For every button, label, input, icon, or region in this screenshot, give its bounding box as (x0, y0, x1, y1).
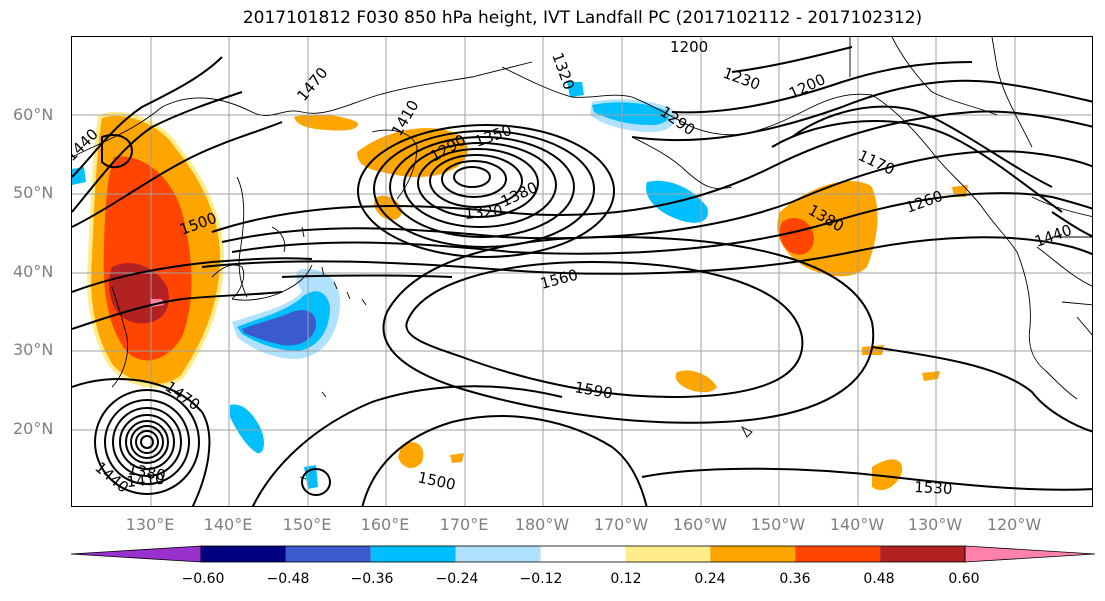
colorbar-swatch (795, 546, 881, 562)
shade-hawaii-orange (675, 370, 717, 393)
shade-west-cyan (72, 167, 86, 185)
map-title: 2017101812 F030 850 hPa height, IVT Land… (242, 8, 923, 28)
shade-asia-yellow-rim (87, 111, 225, 388)
lat-label-50n: 50°N (13, 183, 54, 202)
ivt-shading (72, 82, 968, 491)
colorbar-tick-label: −0.24 (435, 571, 479, 587)
lon-label-130w: 130°W (907, 515, 963, 534)
contour-label: 1290 (657, 103, 699, 140)
shade-small-orange4 (922, 371, 940, 381)
contour-label: 1470 (293, 64, 331, 105)
colorbar-outline (200, 545, 966, 563)
colorbar-tick-label: −0.36 (350, 571, 394, 587)
colorbar-swatch (540, 546, 626, 562)
shade-goa-red (779, 217, 814, 255)
lon-label-140w: 140°W (829, 515, 885, 534)
lon-label-140e: 140°E (203, 515, 253, 534)
coastlines (72, 37, 1092, 480)
shade-sw-cyan (230, 404, 264, 454)
lat-label-40n: 40°N (13, 262, 54, 281)
lon-label-150w: 150°W (750, 515, 806, 534)
map-panel: 1200 1230 1290 1200 1170 1260 1440 1350 … (71, 36, 1093, 507)
colorbar-swatch (370, 546, 456, 562)
colorbar-swatch (710, 546, 796, 562)
colorbar-swatch (201, 546, 286, 562)
lon-label-120w: 120°W (986, 515, 1042, 534)
colorbar-tick-label: 0.24 (694, 571, 726, 587)
shade-ak-cyan (567, 82, 584, 97)
shade-south-orange (872, 459, 903, 491)
contour-label: 1260 (903, 187, 945, 217)
lon-label-130e: 130°E (125, 515, 175, 534)
contour-label: 1560 (538, 266, 580, 293)
lon-label-180w: 180°W (514, 515, 570, 534)
colorbar-tick-label: 0.48 (863, 571, 895, 587)
contour-label: 1320 (464, 202, 504, 223)
colorbar-extend-high (964, 545, 1096, 563)
lon-label-170e: 170°E (439, 515, 489, 534)
colorbar-tick-label: −0.48 (266, 571, 310, 587)
contour-label: 1500 (416, 468, 457, 494)
lat-label-20n: 20°N (13, 419, 54, 438)
contour-label: 1410 (126, 470, 166, 491)
colorbar-tick-label: 0.60 (948, 571, 980, 587)
contour-label: 1200 (786, 70, 828, 102)
lat-label-60n: 60°N (13, 105, 54, 124)
contour-label: 1320 (548, 50, 578, 92)
lon-label-150e: 150°E (282, 515, 332, 534)
contour-label: 1170 (855, 146, 897, 178)
graticule (72, 37, 1092, 506)
shade-asia-darkred (109, 263, 169, 324)
colorbar-swatch (285, 546, 371, 562)
shade-small-orange5 (450, 453, 464, 463)
colorbar-segments (70, 545, 1096, 563)
shade-okhotsk-orange (294, 114, 358, 131)
shade-japan-blue (242, 310, 317, 346)
colorbar-swatch (880, 546, 965, 562)
contour-label: 1590 (573, 378, 614, 402)
colorbar (70, 545, 1096, 563)
colorbar-tick-label: −0.12 (519, 571, 563, 587)
colorbar-swatch (455, 546, 541, 562)
shade-aleut-cyan (592, 102, 669, 125)
colorbar-tick-label: −0.60 (181, 571, 225, 587)
colorbar-tick-label: 0.36 (779, 571, 811, 587)
height-contours (72, 46, 1092, 506)
lon-label-160e: 160°E (360, 515, 410, 534)
shade-small-orange2 (398, 442, 424, 469)
lat-label-30n: 30°N (13, 340, 54, 359)
colorbar-extend-low (70, 545, 202, 563)
contour-label: 1200 (670, 38, 708, 56)
lon-label-170w: 170°W (593, 515, 649, 534)
colorbar-tick-label: 0.12 (610, 571, 642, 587)
contour-label: 1470 (162, 378, 204, 415)
colorbar-swatch (625, 546, 711, 562)
map-canvas: 1200 1230 1290 1200 1170 1260 1440 1350 … (72, 37, 1092, 506)
lon-label-160w: 160°W (672, 515, 728, 534)
contour-label: 1530 (914, 478, 953, 498)
